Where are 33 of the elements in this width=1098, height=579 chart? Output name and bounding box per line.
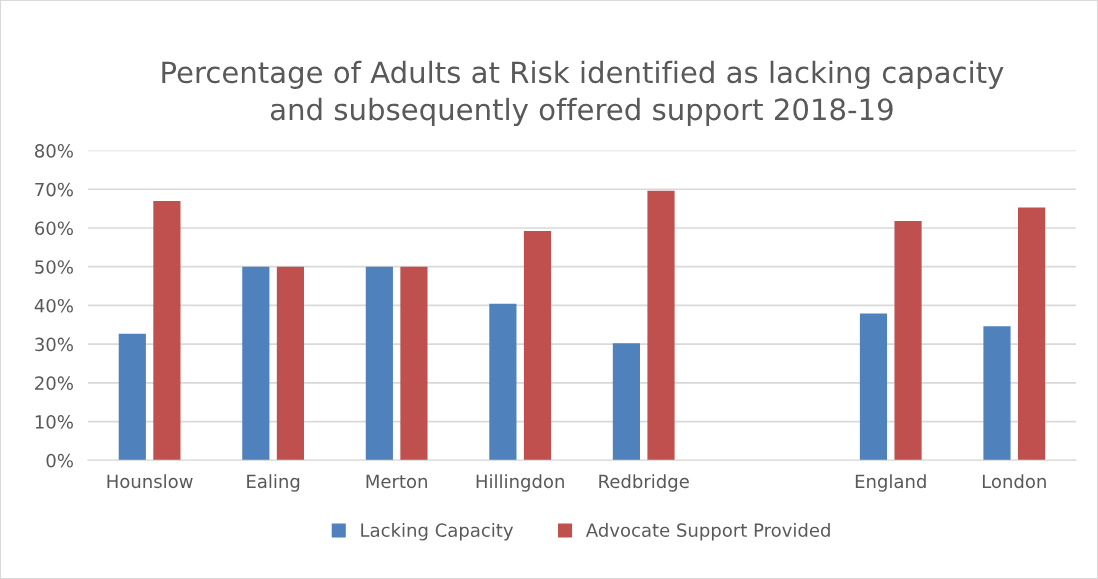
chart-title: Percentage of Adults at Risk identified as lacking capacity and subsequently offered support 2018-19 (162, 60, 1004, 127)
y-tick-label: 80% (35, 144, 73, 158)
legend-label: Lacking Capacity (361, 523, 514, 541)
y-tick-label: 10% (35, 415, 73, 429)
x-tick-label: Ealing (247, 474, 300, 492)
bar (118, 333, 146, 461)
bar (523, 231, 552, 461)
y-tick-label: 60% (35, 221, 73, 236)
bar (276, 266, 305, 461)
y-tick-label: 30% (35, 337, 73, 352)
bar (647, 190, 675, 461)
legend-label: Advocate Support Provided (585, 523, 830, 541)
bar (365, 266, 393, 461)
bar (859, 313, 888, 461)
bar (400, 266, 428, 461)
bar (1017, 207, 1046, 461)
bar (489, 303, 517, 461)
x-tick-label: England (855, 474, 926, 492)
bar (894, 221, 922, 461)
y-tick-label: 70% (35, 182, 73, 197)
y-tick-label: 50% (35, 260, 73, 274)
x-tick-label: Hillingdon (476, 474, 564, 492)
x-tick-label: Merton (366, 474, 427, 489)
bar (242, 266, 270, 461)
bar (612, 343, 640, 461)
x-tick-label: London (982, 474, 1046, 489)
y-tick-label: 20% (35, 376, 73, 390)
y-tick-label: 0% (46, 453, 73, 468)
x-tick-label: Hounslow (107, 474, 193, 489)
bar (983, 326, 1011, 461)
x-tick-label: Redbridge (599, 474, 689, 492)
bar (153, 200, 181, 461)
y-tick-label: 40% (34, 298, 73, 313)
